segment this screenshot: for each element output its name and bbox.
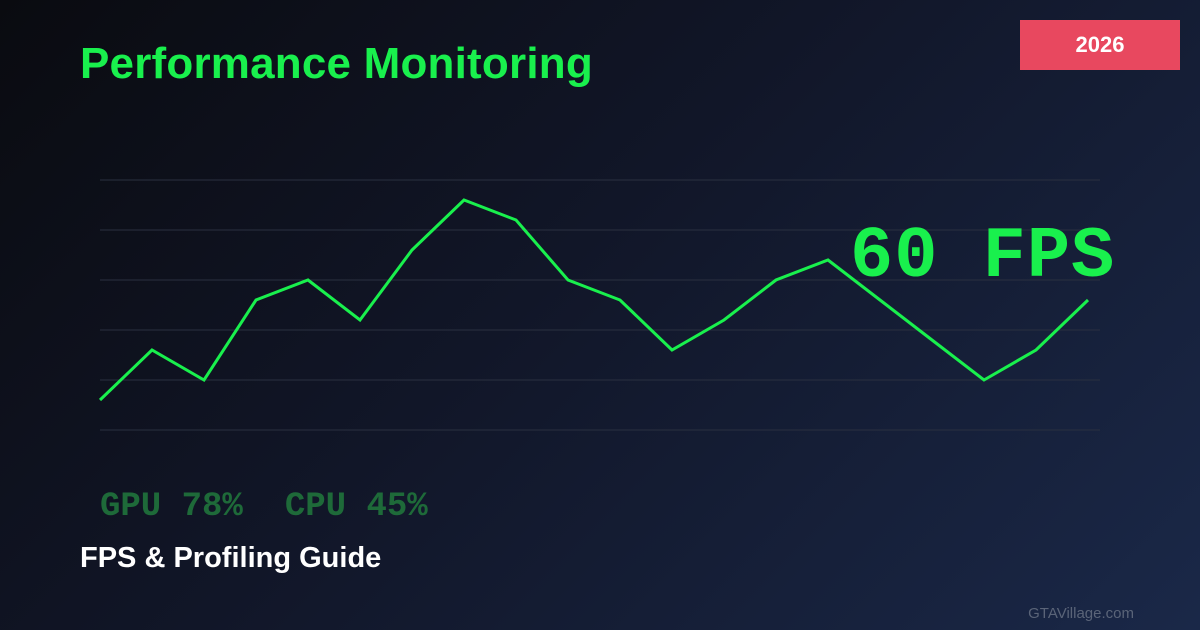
fps-series-line	[98, 198, 1090, 402]
chart-series	[98, 198, 1090, 402]
site-watermark: GTAVillage.com	[1028, 605, 1134, 622]
cpu-usage: CPU 45%	[284, 488, 428, 526]
year-badge: 2026	[1020, 20, 1180, 70]
hardware-stats: GPU 78% CPU 45%	[100, 486, 428, 528]
fps-readout: 60 FPS	[850, 216, 1116, 298]
gpu-usage: GPU 78%	[100, 488, 243, 526]
guide-subtitle: FPS & Profiling Guide	[80, 542, 382, 574]
chart-grid	[100, 179, 1100, 431]
page-title: Performance Monitoring	[80, 39, 593, 88]
